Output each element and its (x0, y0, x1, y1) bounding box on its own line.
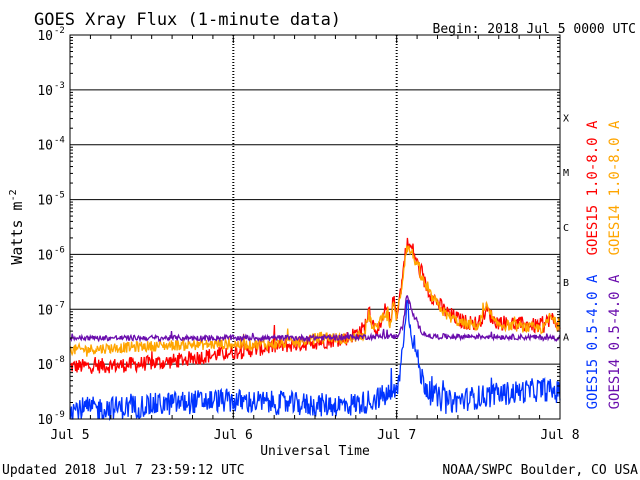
y-tick-exponent: -5 (54, 191, 65, 201)
y-tick-exponent: -9 (54, 410, 65, 420)
flare-class-label: B (563, 278, 569, 289)
series-line (69, 237, 561, 374)
y-axis-label-sup: -2 (8, 189, 19, 201)
x-tick-label: Jul 7 (377, 428, 416, 443)
y-tick-label: 10 (37, 194, 53, 209)
y-tick-label: 10 (37, 413, 53, 428)
series-line (69, 245, 561, 357)
y-tick-exponent: -3 (54, 81, 65, 91)
flare-class-label: A (563, 333, 569, 344)
x-tick-label: Jul 6 (214, 428, 253, 443)
x-axis-label: Universal Time (260, 444, 370, 459)
legend-entry: GOES14 1.0-8.0 A (607, 120, 623, 255)
x-tick-label: Jul 5 (50, 428, 89, 443)
y-tick-exponent: -7 (54, 300, 65, 310)
legend-entry: GOES15 1.0-8.0 A (585, 120, 601, 255)
flare-class-label: M (563, 168, 569, 179)
x-tick-label: Jul 8 (540, 428, 579, 443)
legend-entry: GOES14 0.5-4.0 A (607, 274, 623, 409)
y-axis-label: Watts m-2 (8, 189, 26, 264)
credit-text: NOAA/SWPC Boulder, CO USA (442, 463, 638, 478)
begin-label: Begin: 2018 Jul 5 0000 UTC (433, 22, 637, 37)
y-tick-label: 10 (37, 248, 53, 263)
y-tick-label: 10 (37, 303, 53, 318)
y-tick-label: 10 (37, 29, 53, 44)
chart-title: GOES Xray Flux (1-minute data) (34, 10, 341, 30)
flare-class-label: C (563, 223, 569, 234)
y-tick-exponent: -6 (54, 245, 65, 255)
y-axis-label-text: Watts m (8, 201, 26, 264)
updated-timestamp: Updated 2018 Jul 7 23:59:12 UTC (2, 463, 245, 478)
legend-entry: GOES15 0.5-4.0 A (585, 274, 601, 409)
y-tick-exponent: -4 (54, 136, 65, 146)
y-tick-label: 10 (37, 84, 53, 99)
plot-frame (69, 34, 561, 420)
series-line (69, 295, 561, 344)
plot-grid (70, 35, 560, 419)
series-group (69, 237, 561, 421)
y-tick-exponent: -8 (54, 355, 65, 365)
y-tick-exponent: -2 (54, 26, 65, 36)
legend: GOES15 1.0-8.0 A GOES14 1.0-8.0 A GOES15 0… (585, 120, 623, 409)
flare-class-label: X (563, 113, 569, 124)
y-tick-label: 10 (37, 358, 53, 373)
y-tick-label: 10 (37, 139, 53, 154)
